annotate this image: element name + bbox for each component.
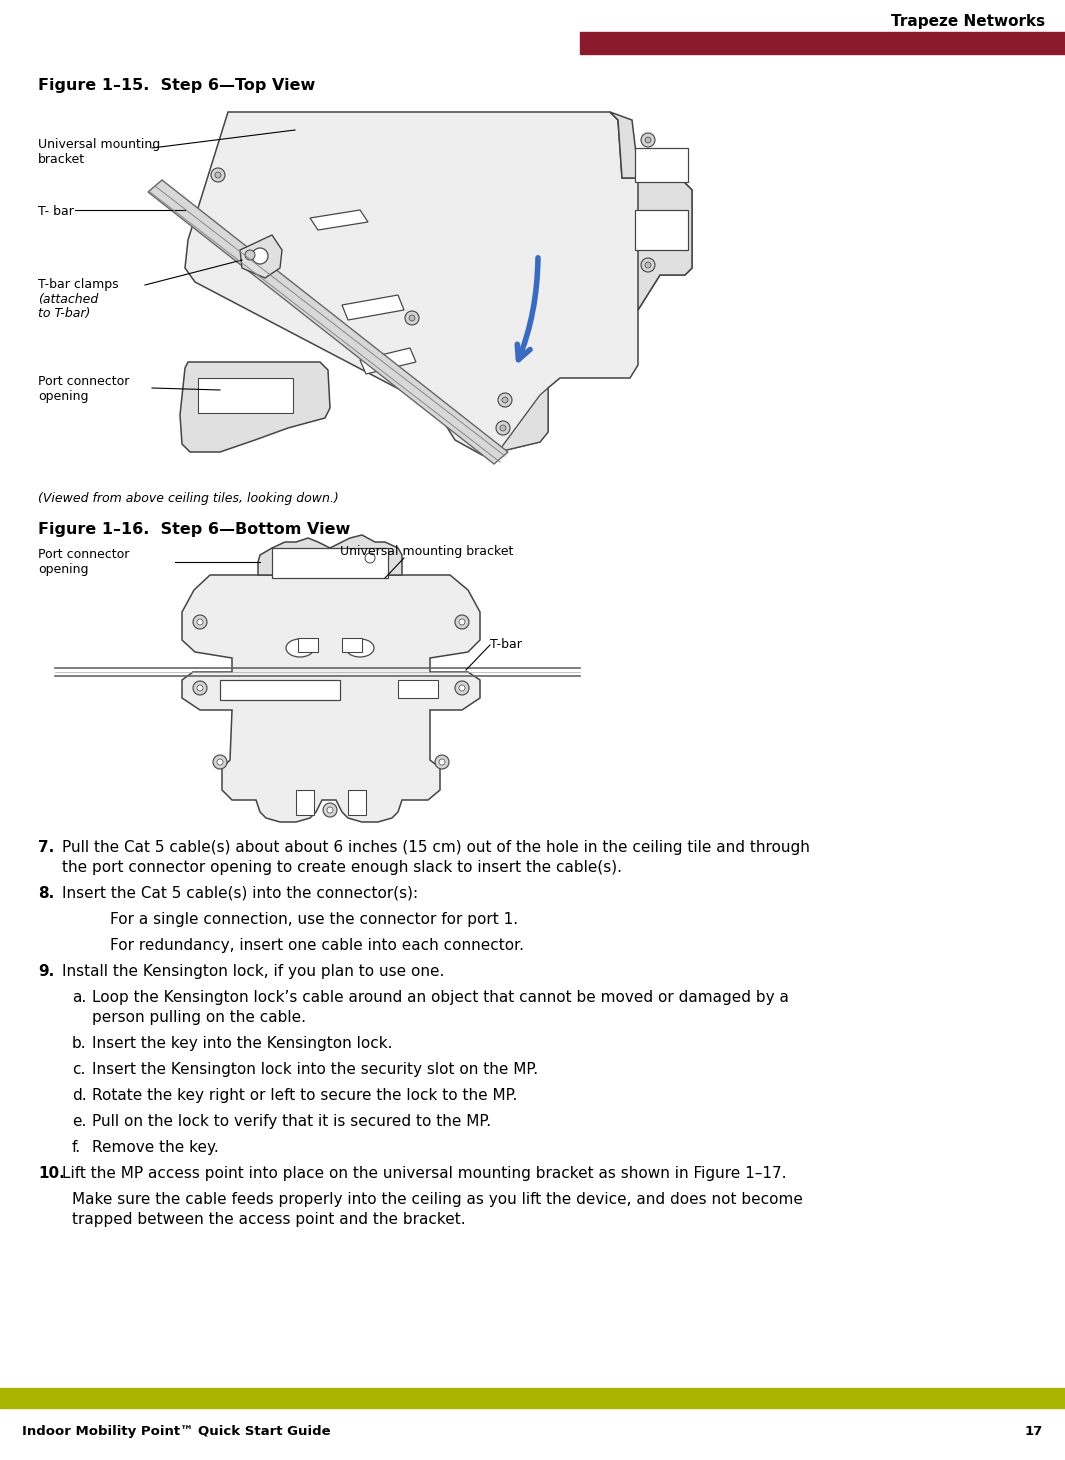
Polygon shape [635, 210, 688, 250]
Bar [298, 638, 318, 653]
Bar [398, 680, 438, 698]
Polygon shape [610, 112, 692, 310]
Circle shape [455, 680, 469, 695]
Text: b.: b. [72, 1037, 86, 1051]
Bar [296, 790, 314, 815]
Circle shape [213, 755, 227, 769]
Text: T-bar clamps: T-bar clamps [38, 277, 118, 291]
Text: 10.: 10. [38, 1167, 65, 1181]
Text: (Viewed from above ceiling tiles, looking down.): (Viewed from above ceiling tiles, lookin… [38, 492, 339, 505]
Text: Figure 1–15.  Step 6—Top View: Figure 1–15. Step 6—Top View [38, 77, 315, 93]
Text: Trapeze Networks: Trapeze Networks [891, 15, 1045, 29]
Circle shape [645, 261, 651, 269]
Bar [220, 680, 340, 699]
Text: Figure 1–16.  Step 6—Bottom View: Figure 1–16. Step 6—Bottom View [38, 523, 350, 537]
Bar [272, 548, 388, 578]
Circle shape [641, 258, 655, 272]
Bar [342, 638, 362, 653]
Ellipse shape [346, 639, 374, 657]
Text: d.: d. [72, 1088, 86, 1102]
Text: For redundancy, insert one cable into each connector.: For redundancy, insert one cable into ea… [110, 937, 524, 953]
Text: Lift the MP access point into place on the universal mounting bracket as shown i: Lift the MP access point into place on t… [62, 1167, 786, 1181]
Text: Universal mounting bracket: Universal mounting bracket [340, 545, 513, 558]
Text: Pull on the lock to verify that it is secured to the MP.: Pull on the lock to verify that it is se… [92, 1114, 491, 1129]
Circle shape [211, 168, 225, 182]
Text: T- bar: T- bar [38, 204, 73, 218]
Text: Universal mounting
bracket: Universal mounting bracket [38, 139, 160, 166]
Text: Port connector
opening: Port connector opening [38, 375, 129, 403]
Text: Install the Kensington lock, if you plan to use one.: Install the Kensington lock, if you plan… [62, 964, 444, 980]
Text: Insert the Cat 5 cable(s) into the connector(s):: Insert the Cat 5 cable(s) into the conne… [62, 886, 419, 901]
Text: c.: c. [72, 1061, 85, 1077]
Text: trapped between the access point and the bracket.: trapped between the access point and the… [72, 1212, 465, 1226]
Bar [348, 790, 366, 815]
Bar [198, 378, 293, 413]
Text: Remove the key.: Remove the key. [92, 1140, 218, 1155]
Polygon shape [310, 210, 368, 231]
Text: Insert the key into the Kensington lock.: Insert the key into the Kensington lock. [92, 1037, 393, 1051]
Polygon shape [498, 388, 548, 453]
Text: For a single connection, use the connector for port 1.: For a single connection, use the connect… [110, 912, 519, 927]
Text: 7.: 7. [38, 839, 54, 856]
Text: Insert the Kensington lock into the security slot on the MP.: Insert the Kensington lock into the secu… [92, 1061, 538, 1077]
Ellipse shape [286, 639, 314, 657]
Circle shape [323, 803, 337, 818]
Circle shape [409, 315, 415, 321]
Text: Rotate the key right or left to secure the lock to the MP.: Rotate the key right or left to secure t… [92, 1088, 518, 1102]
Polygon shape [148, 180, 508, 464]
Text: the port connector opening to create enough slack to insert the cable(s).: the port connector opening to create eno… [62, 860, 622, 875]
Polygon shape [258, 534, 402, 575]
Polygon shape [635, 147, 688, 182]
Circle shape [245, 250, 255, 260]
Circle shape [405, 311, 419, 326]
Text: Loop the Kensington lock’s cable around an object that cannot be moved or damage: Loop the Kensington lock’s cable around … [92, 990, 789, 1004]
Text: person pulling on the cable.: person pulling on the cable. [92, 1010, 306, 1025]
Circle shape [455, 615, 469, 629]
Circle shape [435, 755, 449, 769]
Circle shape [215, 172, 222, 178]
Text: 17: 17 [1025, 1425, 1043, 1438]
Text: Pull the Cat 5 cable(s) about about 6 inches (15 cm) out of the hole in the ceil: Pull the Cat 5 cable(s) about about 6 in… [62, 839, 809, 856]
Circle shape [197, 685, 203, 691]
Polygon shape [185, 112, 692, 456]
Circle shape [459, 685, 465, 691]
Polygon shape [360, 347, 416, 374]
Text: e.: e. [72, 1114, 86, 1129]
Circle shape [439, 759, 445, 765]
Circle shape [498, 393, 512, 407]
Circle shape [252, 248, 268, 264]
Text: Make sure the cable feeds properly into the ceiling as you lift the device, and : Make sure the cable feeds properly into … [72, 1191, 803, 1207]
Circle shape [499, 425, 506, 431]
Text: 9.: 9. [38, 964, 54, 980]
Bar [580, 32, 1065, 54]
Circle shape [197, 619, 203, 625]
Text: to T-bar): to T-bar) [38, 307, 91, 320]
Circle shape [502, 397, 508, 403]
Circle shape [645, 137, 651, 143]
Circle shape [193, 680, 207, 695]
Text: (attached: (attached [38, 293, 98, 307]
Text: 8.: 8. [38, 886, 54, 901]
Circle shape [365, 553, 375, 564]
Circle shape [496, 420, 510, 435]
Text: a.: a. [72, 990, 86, 1004]
Circle shape [327, 807, 333, 813]
Polygon shape [240, 235, 282, 277]
Text: f.: f. [72, 1140, 81, 1155]
Polygon shape [182, 575, 480, 822]
Bar [0, 1388, 1065, 1407]
Text: Indoor Mobility Point™ Quick Start Guide: Indoor Mobility Point™ Quick Start Guide [22, 1425, 330, 1438]
Text: T-bar: T-bar [490, 638, 522, 651]
Circle shape [641, 133, 655, 147]
Polygon shape [342, 295, 404, 320]
Circle shape [217, 759, 223, 765]
Circle shape [193, 615, 207, 629]
Text: Port connector
opening: Port connector opening [38, 548, 129, 577]
Polygon shape [180, 362, 330, 453]
Circle shape [459, 619, 465, 625]
